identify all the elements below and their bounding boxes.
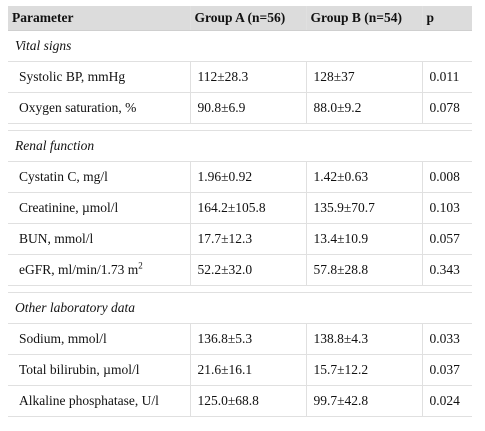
superscript: 2	[138, 260, 143, 271]
header-parameter: Parameter	[8, 6, 190, 31]
header-group-a: Group A (n=56)	[189, 6, 306, 31]
cell-group-b: 13.4±10.9	[305, 223, 422, 255]
table-row: Creatinine, µmol/l 164.2±105.8 135.9±70.…	[8, 192, 472, 224]
cell-p: 0.343	[421, 254, 472, 286]
cell-group-a: 164.2±105.8	[189, 192, 306, 224]
cell-group-b: 1.42±0.63	[305, 161, 422, 193]
table-row: Total bilirubin, µmol/l 21.6±16.1 15.7±1…	[8, 354, 472, 386]
cell-parameter: Alkaline phosphatase, U/l	[8, 385, 190, 417]
cell-parameter: Cystatin C, mg/l	[8, 161, 190, 193]
cell-group-a: 1.96±0.92	[189, 161, 306, 193]
cell-group-a: 21.6±16.1	[189, 354, 306, 386]
cell-p: 0.008	[421, 161, 472, 193]
section-row: Vital signs	[8, 30, 472, 62]
section-row: Renal function	[8, 130, 472, 162]
table-row: Sodium, mmol/l 136.8±5.3 138.8±4.3 0.033	[8, 323, 472, 355]
section-row: Other laboratory data	[8, 292, 472, 324]
cell-p: 0.033	[421, 323, 472, 355]
header-p: p	[421, 6, 472, 31]
cell-p: 0.078	[421, 92, 472, 124]
param-text: eGFR, ml/min/1.73 m	[19, 262, 139, 277]
cell-group-b: 15.7±12.2	[305, 354, 422, 386]
table-row: Alkaline phosphatase, U/l 125.0±68.8 99.…	[8, 385, 472, 417]
cell-parameter: Creatinine, µmol/l	[8, 192, 190, 224]
cell-p: 0.037	[421, 354, 472, 386]
cell-group-a: 112±28.3	[189, 61, 306, 93]
table-row: eGFR, ml/min/1.73 m2 52.2±32.0 57.8±28.8…	[8, 254, 472, 286]
cell-p: 0.057	[421, 223, 472, 255]
section-title: Renal function	[8, 130, 472, 162]
cell-group-b: 57.8±28.8	[305, 254, 422, 286]
cell-p: 0.011	[421, 61, 472, 93]
section-title: Vital signs	[8, 30, 472, 62]
cell-parameter: Systolic BP, mmHg	[8, 61, 190, 93]
cell-group-b: 128±37	[305, 61, 422, 93]
cell-p: 0.103	[421, 192, 472, 224]
table-row: BUN, mmol/l 17.7±12.3 13.4±10.9 0.057	[8, 223, 472, 255]
section-gap	[8, 285, 472, 293]
cell-group-a: 90.8±6.9	[189, 92, 306, 124]
table-row: Cystatin C, mg/l 1.96±0.92 1.42±0.63 0.0…	[8, 161, 472, 193]
cell-parameter: Total bilirubin, µmol/l	[8, 354, 190, 386]
cell-parameter: BUN, mmol/l	[8, 223, 190, 255]
cell-group-b: 99.7±42.8	[305, 385, 422, 417]
cell-parameter: Oxygen saturation, %	[8, 92, 190, 124]
cell-group-a: 17.7±12.3	[189, 223, 306, 255]
cell-group-a: 136.8±5.3	[189, 323, 306, 355]
cell-parameter: eGFR, ml/min/1.73 m2	[8, 254, 190, 286]
cell-parameter: Sodium, mmol/l	[8, 323, 190, 355]
cell-group-b: 135.9±70.7	[305, 192, 422, 224]
cell-group-b: 88.0±9.2	[305, 92, 422, 124]
table-row: Systolic BP, mmHg 112±28.3 128±37 0.011	[8, 61, 472, 93]
data-table: Parameter Group A (n=56) Group B (n=54) …	[8, 6, 472, 417]
cell-p: 0.024	[421, 385, 472, 417]
section-title: Other laboratory data	[8, 292, 472, 324]
header-group-b: Group B (n=54)	[305, 6, 422, 31]
cell-group-b: 138.8±4.3	[305, 323, 422, 355]
cell-group-a: 52.2±32.0	[189, 254, 306, 286]
header-row: Parameter Group A (n=56) Group B (n=54) …	[8, 6, 472, 31]
table-row: Oxygen saturation, % 90.8±6.9 88.0±9.2 0…	[8, 92, 472, 124]
cell-group-a: 125.0±68.8	[189, 385, 306, 417]
section-gap	[8, 123, 472, 131]
